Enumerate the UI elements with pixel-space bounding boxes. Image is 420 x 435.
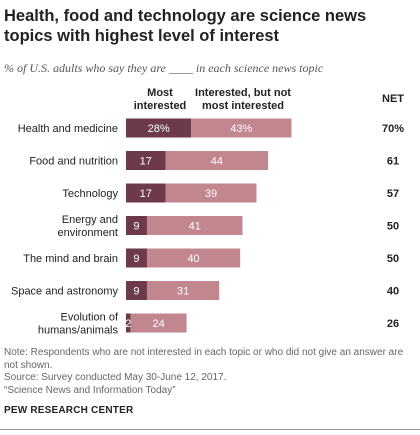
bar-interested-not-most [191,118,292,138]
report-title-text: “Science News and Information Today” [4,384,176,396]
category-label: Food and nutrition [29,156,118,168]
bar-value-label: 43% [230,123,252,135]
bar-value-label: 9 [133,221,139,233]
bar-value-label: 9 [133,253,139,265]
net-value: 26 [387,318,399,330]
bar-value-label: 17 [140,188,152,200]
category-label: Health and medicine [18,123,118,135]
series-header-0: Most [147,87,173,99]
net-value: 50 [387,253,399,265]
category-label: Energy and [62,214,118,226]
category-label: humans/animals [38,325,119,337]
series-header-1: most interested [202,100,284,112]
bar-interested-not-most [130,313,187,333]
bar-value-label: 39 [205,188,217,200]
bar-most-interested [126,281,147,300]
net-value: 50 [387,221,399,233]
bar-value-label: 17 [140,156,152,168]
category-label: environment [57,227,118,239]
chart-notes: Note: Respondents who are not interested… [4,347,416,397]
bar-most-interested [126,216,147,235]
category-label: The mind and brain [23,253,118,265]
chart-subtitle: % of U.S. adults who say they are ____ i… [4,61,324,75]
bar-value-label: 40 [187,253,199,265]
bar-most-interested [126,118,192,138]
brand-label: PEW RESEARCH CENTER [4,405,134,416]
bar-value-label: 31 [177,286,189,298]
bar-most-interested [126,151,166,170]
net-value: 40 [387,286,399,298]
bar-value-label: 2 [125,318,131,330]
bar-interested-not-most [146,281,220,300]
net-value: 57 [387,188,399,200]
bar-value-label: 24 [152,318,164,330]
series-header-1: Interested, but not [195,87,291,99]
chart-title: Health, food and technology are science … [4,7,367,45]
category-label: Evolution of [61,312,119,324]
category-label: Technology [62,188,118,200]
bar-value-label: 41 [189,221,201,233]
category-label: Space and astronomy [11,286,119,298]
bar-most-interested [126,183,166,203]
bar-interested-not-most [165,183,257,203]
bar-value-label: 28% [148,123,170,135]
net-value: 70% [382,123,404,135]
note-text: Note: Respondents who are not interested… [4,347,404,371]
net-value: 61 [387,156,399,168]
bottom-divider [0,429,420,430]
net-header: NET [382,93,404,105]
bar-interested-not-most [165,151,269,170]
source-text: Source: Survey conducted May 30-June 12,… [4,372,227,383]
bar-interested-not-most [146,248,241,268]
bar-interested-not-most [146,216,243,235]
bar-value-label: 44 [211,156,223,168]
bar-most-interested [126,248,147,268]
bar-most-interested [126,313,131,333]
bar-value-label: 9 [133,286,139,298]
series-header-0: interested [134,100,187,112]
